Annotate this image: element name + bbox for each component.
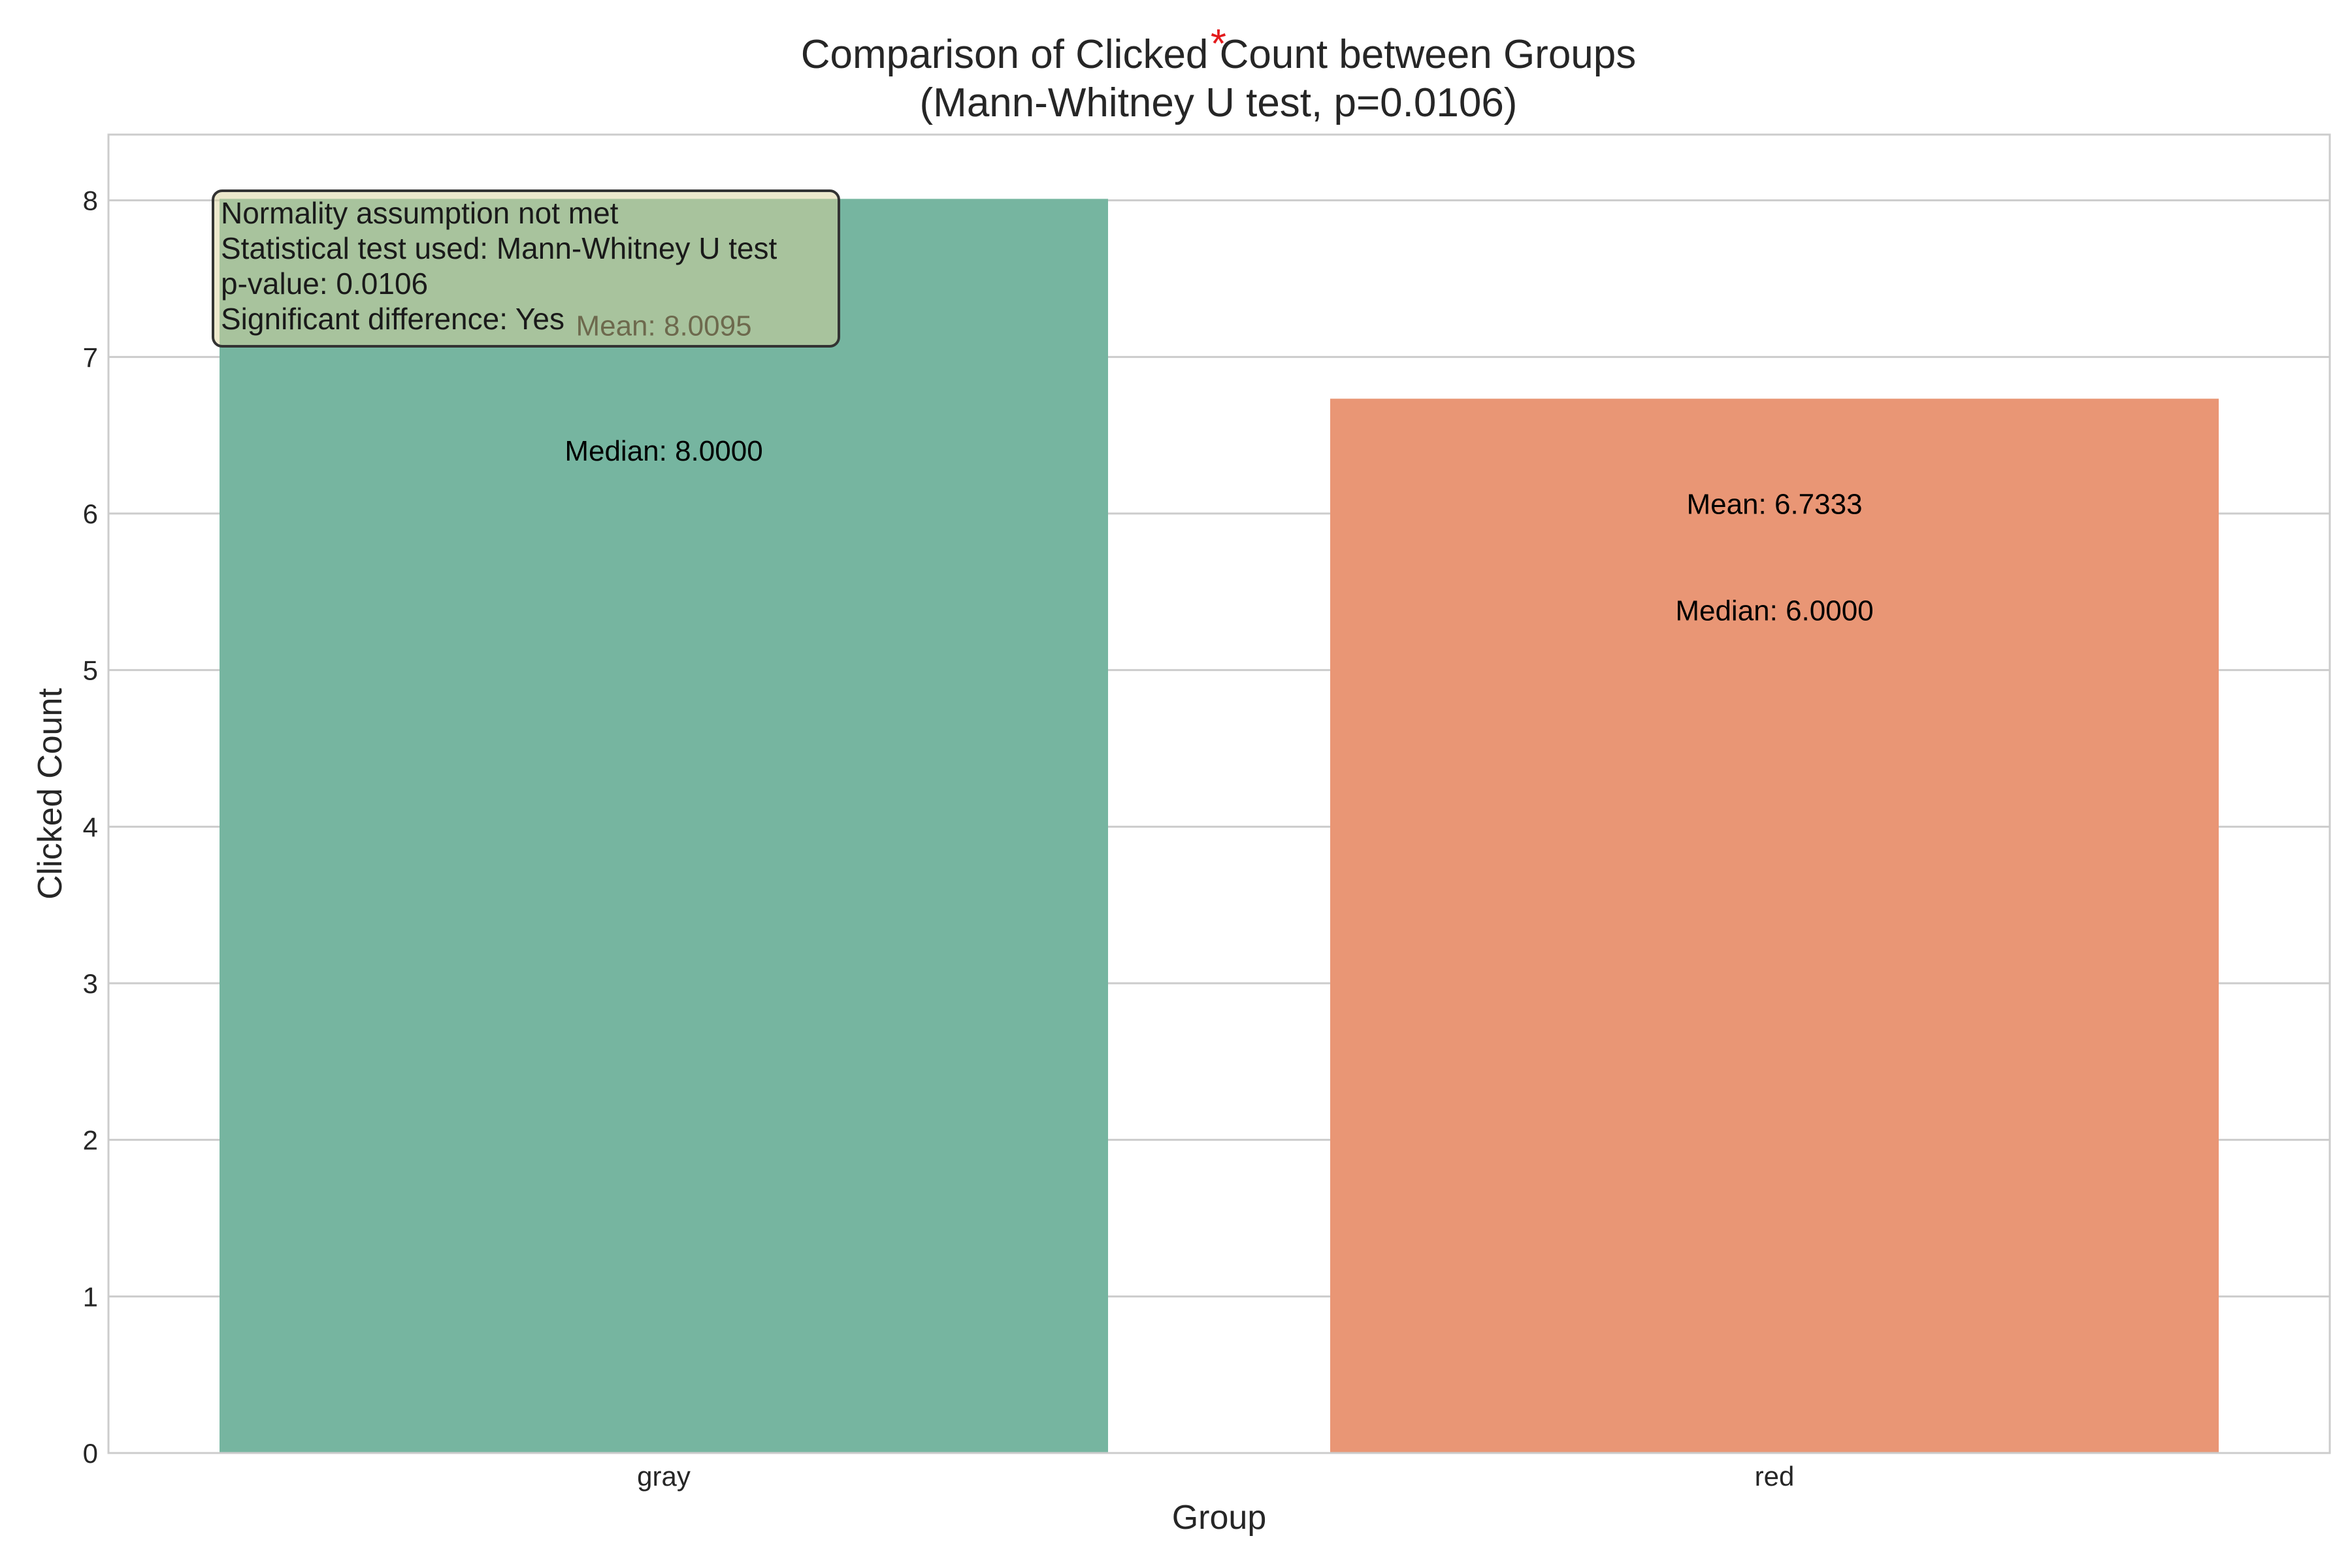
x-axis-label: Group (1172, 1499, 1267, 1537)
plot-frame (107, 133, 2331, 1454)
median-label: Median: 8.0000 (564, 435, 762, 467)
stats-box: Normality assumption not met Statistical… (212, 189, 840, 348)
y-tick-label: 0 (83, 1438, 98, 1469)
stats-line-test: Statistical test used: Mann-Whitney U te… (221, 231, 777, 265)
y-tick-label: 3 (83, 968, 98, 999)
y-axis-ticks: 0 1 2 3 4 5 6 7 8 (83, 186, 98, 1469)
x-axis-ticks: gray red (637, 1461, 1794, 1492)
bar-gray (220, 199, 1108, 1453)
y-tick-label: 2 (83, 1125, 98, 1156)
y-tick-label: 8 (83, 186, 98, 216)
y-tick-label: 5 (83, 655, 98, 686)
stats-line-pvalue: p-value: 0.0106 (221, 267, 428, 301)
y-tick-label: 6 (83, 498, 98, 529)
stats-box-background (212, 189, 840, 348)
median-label: Median: 6.0000 (1675, 595, 1873, 627)
x-tick-label: red (1755, 1461, 1795, 1492)
y-tick-label: 1 (83, 1281, 98, 1312)
bar-red (1330, 399, 2219, 1454)
bars (220, 199, 2219, 1454)
stats-line-normality: Normality assumption not met (221, 196, 619, 230)
mean-label: Mean: 6.7333 (1686, 489, 1862, 521)
chart-title: Comparison of Clicked Count between Grou… (801, 32, 1637, 77)
y-axis-label: Clicked Count (31, 688, 69, 900)
y-tick-label: 4 (83, 811, 98, 842)
x-tick-label: gray (637, 1461, 691, 1492)
y-tick-label: 7 (83, 342, 98, 372)
significance-marker: * (1211, 22, 1226, 67)
stats-line-significance: Significant difference: Yes (221, 302, 564, 336)
chart-subtitle: (Mann-Whitney U test, p=0.0106) (920, 80, 1518, 125)
